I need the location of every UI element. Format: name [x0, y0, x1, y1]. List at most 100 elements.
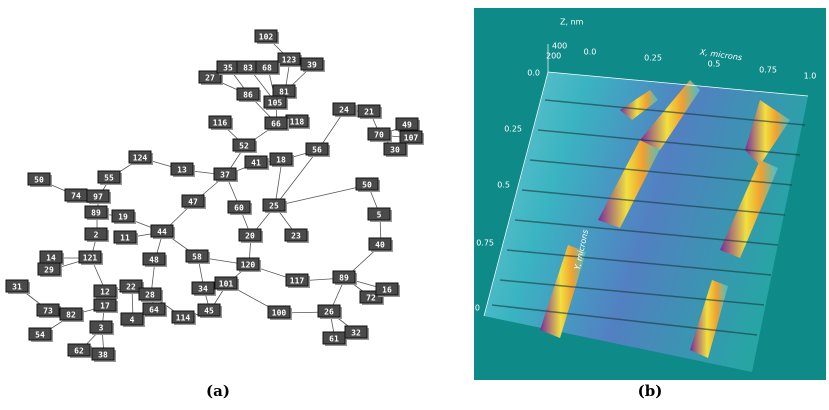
y-tick-label: 1.0	[467, 304, 480, 313]
node: 58	[186, 250, 210, 264]
node-label: 27	[205, 74, 215, 83]
node: 74	[65, 189, 89, 203]
node: 60	[228, 201, 252, 215]
node: 21	[358, 105, 382, 119]
node-label: 60	[234, 204, 244, 213]
node-label: 35	[223, 64, 233, 73]
node: 38	[92, 348, 116, 362]
node: 17	[94, 299, 118, 313]
node-label: 48	[149, 256, 159, 265]
node-label: 81	[279, 88, 289, 97]
node: 55	[98, 171, 122, 185]
node: 12	[94, 285, 118, 299]
node-label: 61	[329, 335, 339, 344]
node-label: 47	[188, 198, 198, 207]
x-tick-label: 0.0	[584, 48, 597, 57]
node-label: 39	[307, 61, 317, 70]
node: 50	[28, 173, 52, 187]
node-label: 86	[243, 91, 253, 100]
node: 19	[112, 210, 136, 224]
node-label: 44	[157, 228, 167, 237]
x-tick-label: 0.5	[708, 60, 721, 69]
node: 66	[265, 117, 289, 131]
node-label: 55	[104, 174, 114, 183]
node: 120	[237, 258, 261, 272]
node: 56	[306, 143, 330, 157]
node: 2	[85, 228, 109, 242]
z-axis-label: Z, nm	[560, 18, 584, 27]
node: 123	[278, 53, 302, 67]
node-label: 124	[133, 154, 148, 163]
node: 16	[376, 283, 400, 297]
node-label: 82	[66, 311, 76, 320]
node: 18	[270, 153, 294, 167]
x-tick-label: 0.75	[759, 66, 777, 75]
node-label: 24	[339, 106, 349, 115]
node-label: 13	[177, 166, 187, 175]
node: 117	[286, 274, 310, 288]
node-label: 50	[34, 176, 44, 185]
node: 32	[345, 326, 369, 340]
node-label: 73	[43, 307, 53, 316]
node: 101	[215, 277, 239, 291]
node: 89	[333, 271, 357, 285]
node: 62	[68, 344, 92, 358]
node-label: 118	[290, 118, 305, 127]
node-label: 83	[243, 64, 253, 73]
node-label: 31	[12, 283, 22, 292]
node-label: 40	[375, 241, 385, 250]
node-label: 30	[390, 146, 400, 155]
node-label: 17	[100, 302, 110, 311]
node-label: 102	[259, 33, 274, 42]
node: 4	[121, 313, 145, 327]
node-label: 12	[100, 288, 110, 297]
node-label: 26	[324, 308, 334, 317]
node: 118	[286, 115, 310, 129]
node: 105	[264, 96, 288, 110]
node-label: 49	[402, 121, 412, 130]
x-tick-label: 0.25	[644, 54, 662, 63]
node: 49	[396, 118, 420, 132]
node: 41	[245, 156, 269, 170]
node-label: 123	[282, 56, 297, 65]
y-tick-label: 0.0	[527, 69, 540, 78]
node: 40	[369, 238, 393, 252]
node-label: 16	[382, 286, 392, 295]
node-label: 50	[362, 181, 372, 190]
node: 50	[356, 178, 380, 192]
node: 28	[139, 288, 163, 302]
node: 31	[6, 280, 30, 294]
node-label: 100	[272, 309, 287, 318]
node: 114	[172, 311, 196, 325]
node-label: 66	[271, 120, 281, 129]
node: 3	[90, 321, 114, 335]
node-label: 25	[269, 202, 279, 211]
node: 5	[368, 208, 392, 222]
node-label: 105	[268, 99, 283, 108]
node-label: 56	[312, 146, 322, 155]
node: 124	[129, 151, 153, 165]
node: 61	[323, 332, 347, 346]
node: 68	[256, 61, 280, 75]
node: 23	[285, 229, 309, 243]
node-label: 22	[126, 283, 136, 292]
node-label: 120	[241, 261, 256, 270]
node: 24	[333, 103, 357, 117]
node-label: 41	[251, 159, 261, 168]
node-label: 68	[262, 64, 272, 73]
node-label: 117	[290, 277, 305, 286]
node: 25	[263, 199, 287, 213]
node-label: 38	[98, 351, 108, 360]
node-label: 64	[149, 306, 159, 315]
node-label: 45	[204, 307, 214, 316]
node: 29	[38, 263, 62, 277]
node: 37	[214, 168, 238, 182]
node-label: 114	[176, 314, 191, 323]
node-label: 116	[213, 119, 228, 128]
node-label: 89	[339, 274, 349, 283]
node: 47	[182, 195, 206, 209]
node: 26	[318, 305, 342, 319]
node: 52	[233, 139, 257, 153]
node: 44	[151, 225, 175, 239]
